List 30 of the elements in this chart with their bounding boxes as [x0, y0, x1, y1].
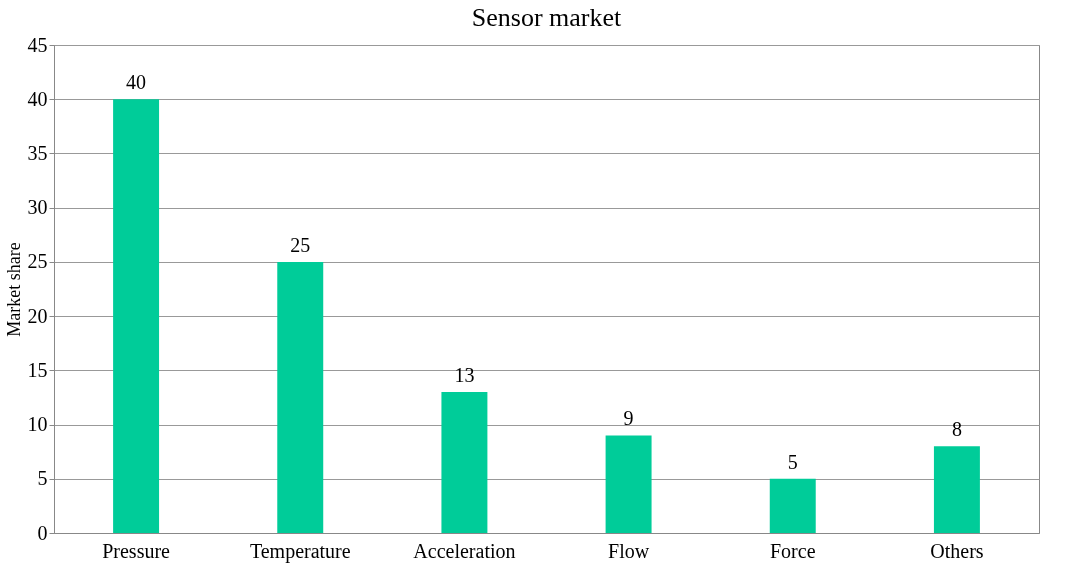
- bar: [441, 392, 488, 533]
- y-tick-label: 25: [27, 250, 48, 273]
- y-tick-label: 0: [37, 521, 48, 544]
- bar: [769, 478, 816, 533]
- y-tick-label: 30: [27, 196, 48, 219]
- bar: [113, 99, 160, 533]
- data-label: 9: [623, 407, 634, 430]
- chart-title: Sensor market: [471, 3, 622, 32]
- bar: [605, 435, 652, 533]
- x-tick-label: Temperature: [249, 539, 351, 563]
- y-tick-label: 5: [37, 467, 48, 490]
- y-tick-label: 45: [27, 33, 48, 56]
- x-tick-label: Flow: [608, 539, 650, 562]
- bar: [277, 261, 324, 533]
- data-label: 8: [951, 418, 962, 441]
- x-tick-label: Acceleration: [413, 539, 516, 562]
- y-tick-label: 20: [27, 304, 48, 327]
- x-tick-label: Force: [769, 539, 816, 562]
- data-label: 40: [126, 71, 147, 94]
- y-tick-label: 40: [27, 87, 48, 110]
- x-tick-label: Others: [930, 539, 984, 562]
- x-tick-label: Pressure: [102, 539, 171, 562]
- y-tick-label: 35: [27, 141, 48, 164]
- data-label: 13: [454, 364, 475, 387]
- bar: [933, 446, 980, 533]
- data-label: 5: [787, 450, 798, 473]
- y-tick-label: 15: [27, 358, 48, 381]
- y-axis-title: Market share: [3, 242, 24, 337]
- y-tick-label: 10: [27, 413, 48, 436]
- data-label: 25: [290, 233, 311, 256]
